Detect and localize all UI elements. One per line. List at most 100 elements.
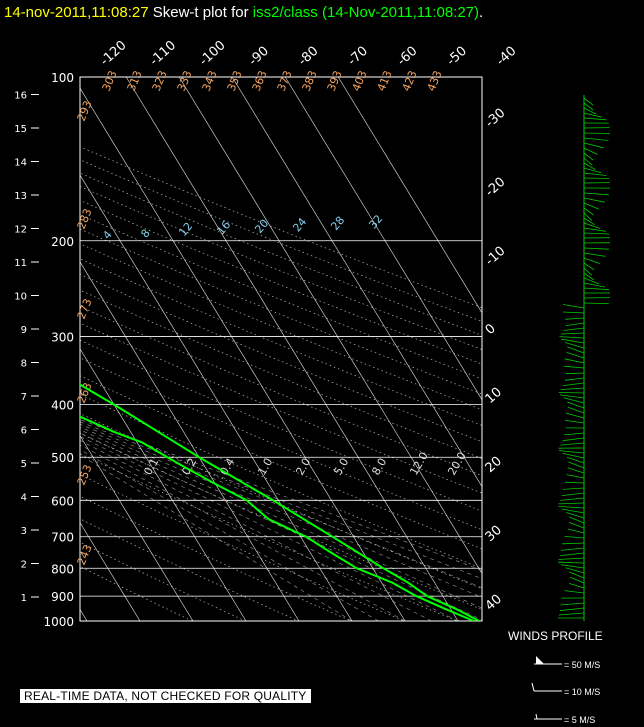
temperature-line: [80, 383, 480, 621]
wind-barb: [583, 192, 609, 196]
wind-barb: [564, 358, 585, 364]
wind-barb: [583, 262, 595, 271]
right-temperature-label: 30: [483, 523, 505, 545]
wind-barb: [563, 327, 585, 331]
height-tick-label: 16: [14, 91, 27, 102]
dry-adiabat-label: 383: [300, 69, 320, 93]
dry-adiabat-label: 433: [425, 69, 445, 93]
mixing-ratio-label: 20.0: [445, 450, 469, 478]
pressure-tick-label: 500: [51, 451, 74, 465]
wind-barb: [583, 177, 609, 179]
wind-barb: [566, 456, 585, 464]
wind-legend-label: = 50 M/S: [564, 660, 600, 670]
height-tick-label: 1: [21, 593, 27, 604]
pressure-tick-label: 200: [51, 235, 74, 249]
wind-barb: [567, 346, 585, 354]
wind-barb: [565, 317, 585, 320]
wind-legend: = 50 M/S = 10 M/S = 5 M/S: [531, 656, 600, 725]
winds-profile-title: WINDS PROFILE: [508, 629, 603, 643]
right-temperature-label: -10: [483, 244, 509, 269]
wind-barb: [565, 420, 585, 424]
wind-barb: [567, 406, 585, 414]
mixing-ratio-label: 2.0: [293, 456, 313, 478]
mixing-ratio-label: 20: [252, 217, 271, 236]
dry-adiabat-line: [80, 243, 482, 410]
wind-barb: [565, 372, 585, 375]
axis-labels: 1002003004005006007008009001000123456789…: [14, 38, 519, 629]
isotherm-line: [80, 435, 194, 621]
isotherm-line: [125, 77, 459, 621]
wind-barb: [566, 352, 585, 359]
height-tick-label: 13: [14, 191, 27, 202]
wind-barb: [568, 522, 585, 529]
wind-barb: [558, 392, 585, 394]
dry-adiabat-label: 253: [75, 463, 95, 487]
title-period: .: [479, 4, 484, 21]
wind-barb: [558, 557, 585, 560]
height-tick-label: 15: [14, 124, 27, 135]
isotherm-line: [80, 521, 141, 621]
dry-adiabat-line: [80, 495, 353, 621]
pressure-tick-label: 700: [51, 531, 74, 545]
dry-adiabat-line: [80, 474, 406, 621]
mixing-ratio-label: 16: [214, 218, 233, 237]
wind-barb: [583, 147, 598, 155]
wind-barb: [583, 212, 592, 221]
isotherm-line: [80, 87, 406, 621]
dry-adiabat-line: [80, 306, 482, 476]
top-temperature-label: -80: [296, 44, 322, 69]
dry-adiabat-line: [80, 159, 482, 322]
mixing-ratio-label: 1.0: [255, 456, 275, 478]
pressure-tick-label: 800: [51, 562, 74, 576]
wind-barb: [564, 481, 585, 484]
pressure-tick-label: 100: [51, 71, 74, 85]
isotherm-line: [231, 77, 482, 488]
dry-adiabat-line: [80, 413, 482, 590]
height-tick-label: 5: [21, 459, 27, 470]
isotherm-line: [80, 174, 353, 621]
height-tick-label: 14: [14, 158, 27, 169]
mixing-ratio-label: 0.1: [141, 456, 161, 478]
top-temperature-label: -60: [395, 44, 421, 69]
wind-barb: [583, 162, 596, 170]
wind-barb: [583, 217, 595, 226]
dry-adiabat-label: 273: [75, 297, 95, 321]
wind-barb: [560, 552, 585, 556]
isobar-lines: [80, 76, 482, 622]
height-tick-label: 10: [14, 292, 27, 303]
mixing-ratio-label: 28: [328, 214, 347, 233]
wind-barb: [583, 232, 610, 235]
isotherm-line: [284, 77, 482, 401]
dry-adiabat-line: [80, 146, 482, 309]
wind-barb: [583, 207, 594, 216]
right-temperature-label: 0: [483, 321, 499, 338]
wind-barb: [583, 142, 604, 149]
wind-barb: [583, 282, 606, 288]
wind-barb: [583, 257, 600, 264]
wind-barb: [583, 202, 599, 210]
top-temperature-label: -70: [345, 44, 371, 69]
dry-adiabat-line: [80, 214, 482, 380]
wind-barb: [583, 137, 609, 141]
wind-barb: [560, 442, 585, 446]
pressure-tick-label: 300: [51, 331, 74, 345]
moist-adiabat-line: [80, 421, 482, 580]
height-tick-label: 6: [21, 426, 27, 437]
pressure-tick-label: 400: [51, 399, 74, 413]
right-temperature-label: 10: [483, 385, 505, 407]
dry-adiabat-line: [80, 228, 482, 395]
wind-barb: [562, 311, 585, 314]
mixing-ratio-label: 8.0: [369, 456, 389, 478]
wind-barb: [562, 453, 585, 459]
dry-adiabat-label: 403: [350, 69, 370, 93]
wind-barb: [560, 602, 585, 606]
height-tick-label: 12: [14, 225, 27, 236]
wind-barb: [583, 197, 605, 203]
dry-adiabat-line: [80, 393, 482, 569]
wind-legend-halfbarb: [535, 713, 538, 720]
wind-barb: [568, 583, 585, 589]
wind-barb: [564, 536, 585, 539]
wind-legend-label: = 10 M/S: [564, 687, 600, 697]
wind-barb: [562, 487, 585, 490]
